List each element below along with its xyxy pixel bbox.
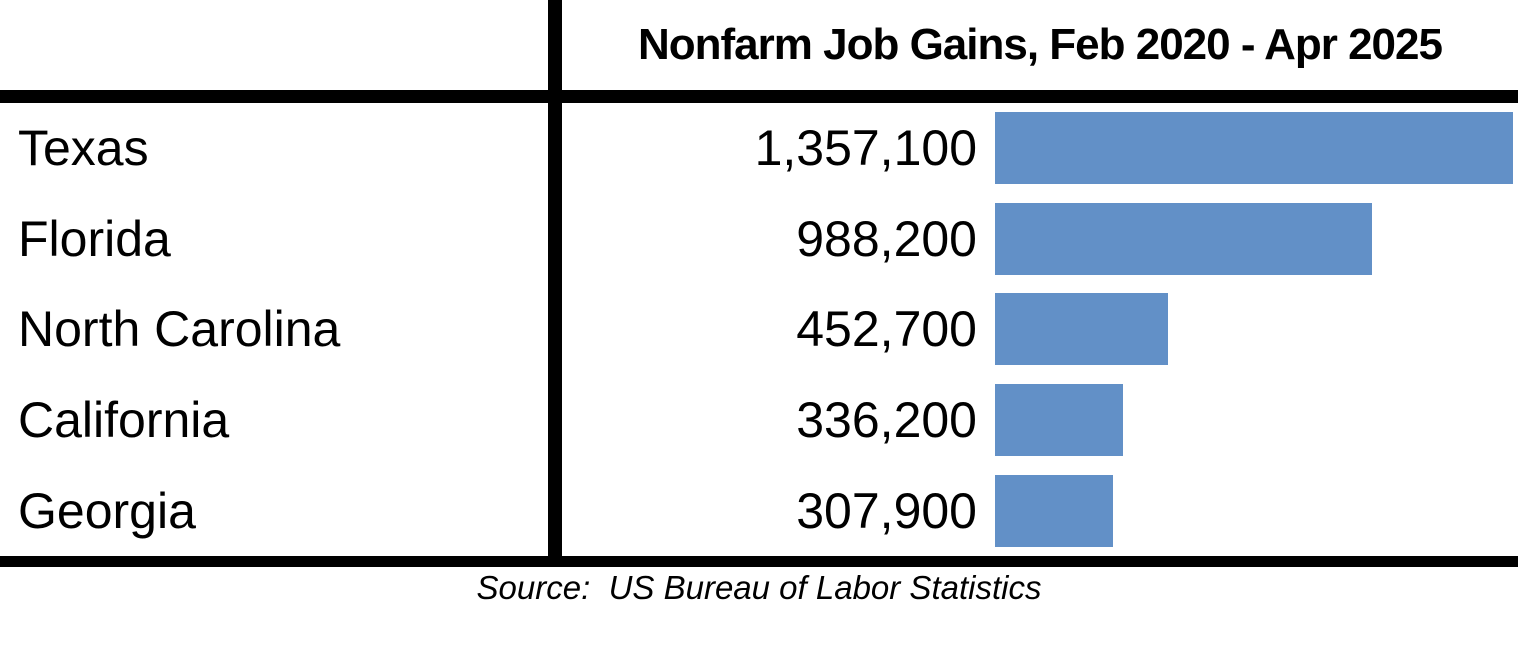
- value-bar-texas: [995, 112, 1513, 185]
- row-value-florida: 988,200: [796, 210, 977, 267]
- bars-column: [995, 103, 1513, 556]
- source-note: Source: US Bureau of Labor Statistics: [476, 569, 1042, 606]
- row-label-georgia: Georgia: [18, 482, 196, 539]
- row-value-north-carolina: 452,700: [796, 301, 977, 358]
- value-bar-california: [995, 384, 1124, 457]
- values-column: 1,357,100 988,200 452,700 336,200 307,90…: [562, 103, 977, 556]
- state-labels-column: Texas Florida North Carolina California …: [0, 103, 548, 556]
- header-bottom-rule: [0, 90, 1518, 103]
- value-bar-georgia: [995, 474, 1113, 547]
- row-label-north-carolina: North Carolina: [18, 301, 341, 358]
- row-value-texas: 1,357,100: [754, 120, 977, 177]
- chart-title: Nonfarm Job Gains, Feb 2020 - Apr 2025: [638, 20, 1443, 69]
- value-bar-north-carolina: [995, 293, 1168, 366]
- row-value-california: 336,200: [796, 392, 977, 449]
- table-bottom-rule: [0, 556, 1518, 567]
- row-label-florida: Florida: [18, 210, 171, 267]
- row-value-georgia: 307,900: [796, 482, 977, 539]
- value-bar-florida: [995, 202, 1373, 275]
- row-label-texas: Texas: [18, 120, 149, 177]
- row-label-california: California: [18, 392, 230, 449]
- column-divider-rule: [548, 0, 562, 567]
